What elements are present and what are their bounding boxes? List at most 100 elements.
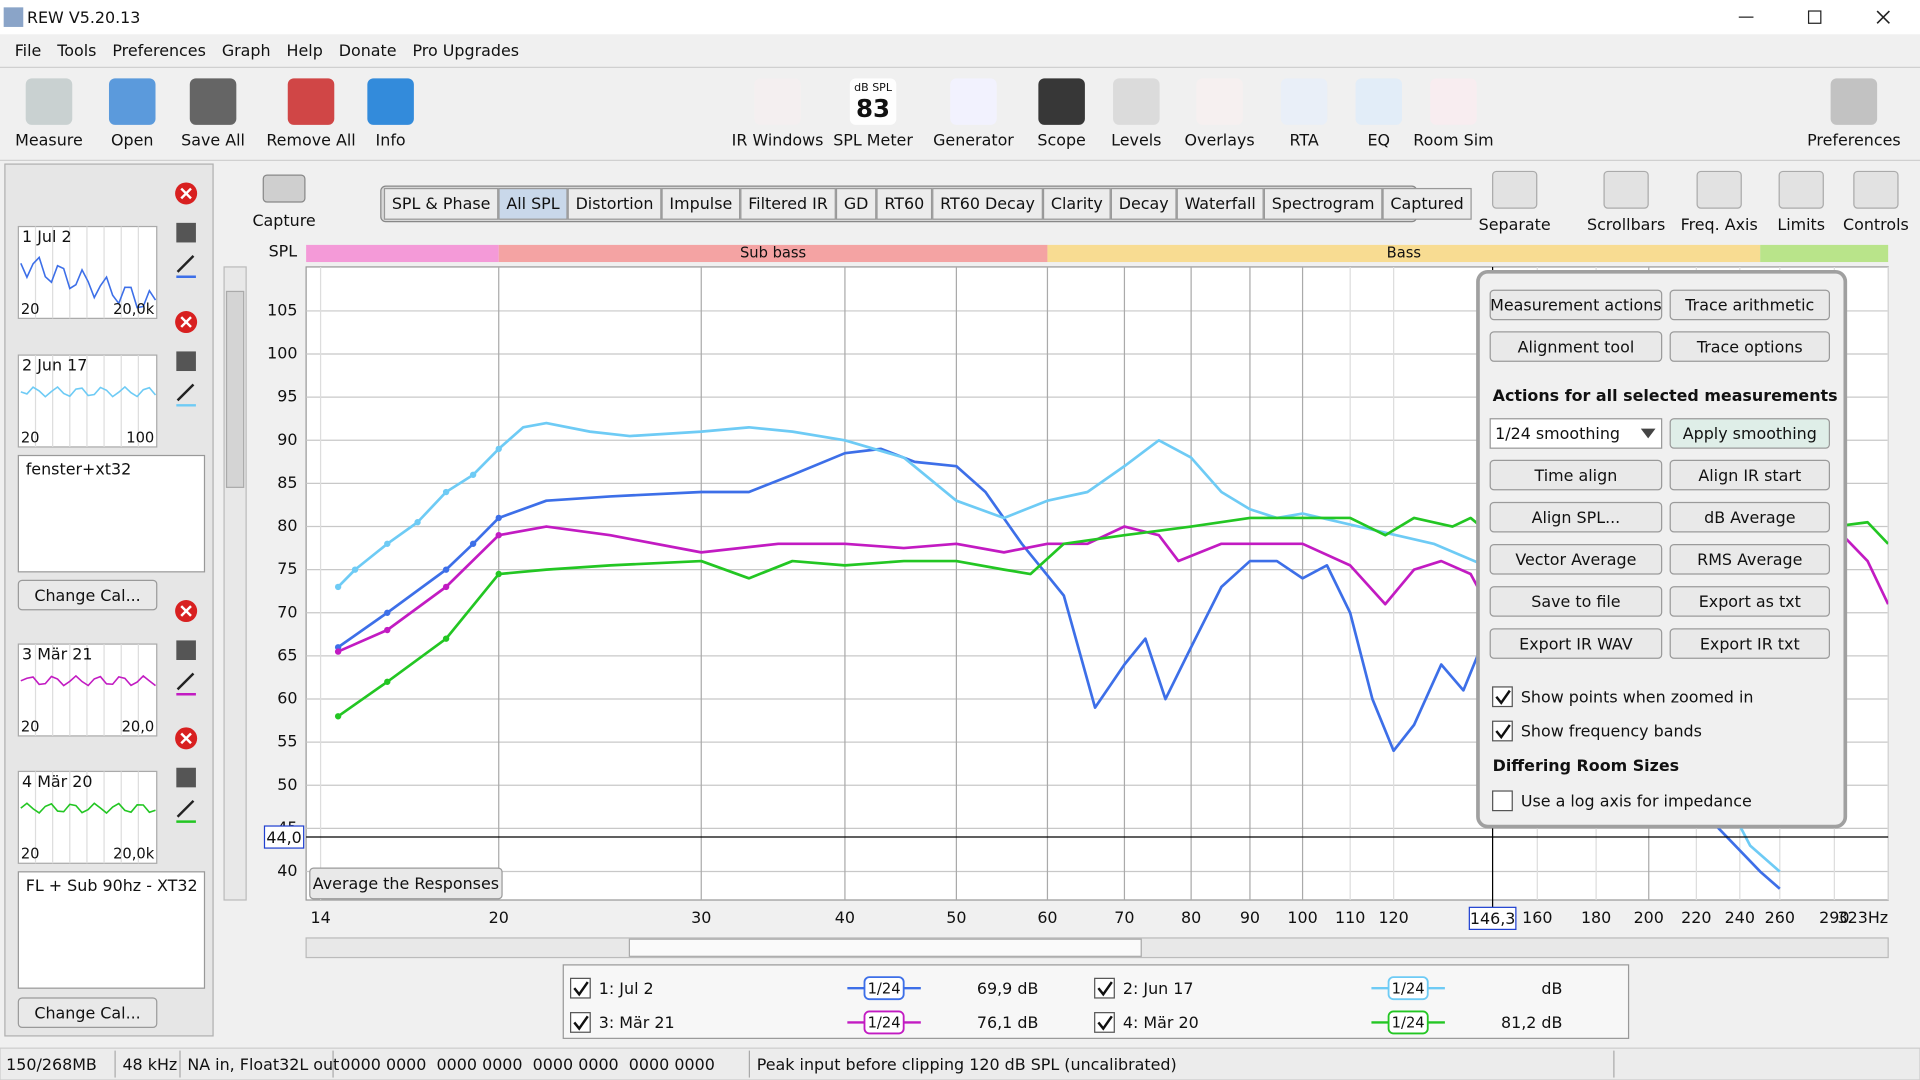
tool-icon[interactable] [1280,78,1328,125]
tool-icon[interactable] [849,78,897,125]
tab[interactable] [1042,187,1111,220]
menu-item[interactable]: Help [287,41,323,60]
tab[interactable] [1382,187,1472,220]
tab[interactable] [876,187,933,220]
notes-text[interactable]: FL + Sub 90hz - XT32 [26,876,198,895]
panel-button[interactable] [1489,289,1663,321]
legend-checkbox[interactable] [570,977,591,999]
tool-icon[interactable] [1430,78,1477,125]
graph-tool-label[interactable]: Controls [1843,215,1909,234]
color-pen[interactable] [176,799,195,818]
save-icon[interactable] [176,351,196,372]
tool-label[interactable]: EQ [1367,130,1390,149]
legend-checkbox[interactable] [1094,1012,1115,1033]
tool-label[interactable]: Overlays [1185,130,1255,149]
tool-icon[interactable] [754,78,801,125]
tool-label[interactable]: RTA [1289,130,1318,149]
graph-tool-label[interactable]: Separate [1479,215,1551,234]
save-icon[interactable] [176,222,196,243]
tab-label[interactable]: Distortion [576,194,654,213]
checkbox-label[interactable]: Use a log axis for impedance [1521,792,1752,811]
save-icon[interactable] [176,767,196,788]
change-cal-button[interactable] [17,579,158,611]
legend-label[interactable]: 1: Jul 2 [599,979,654,998]
color-pen[interactable] [176,672,195,691]
tab[interactable] [1110,187,1177,220]
panel-button[interactable] [1669,289,1830,321]
checkbox-label[interactable]: Show points when zoomed in [1521,687,1754,706]
menu-item[interactable]: Pro Upgrades [412,41,519,60]
graph-tool-label[interactable]: Freq. Axis [1681,215,1758,234]
tab[interactable] [740,187,836,220]
tab-label[interactable]: Decay [1119,194,1169,213]
graph-tool-icon[interactable] [1696,170,1742,209]
menu-item[interactable]: Preferences [112,41,206,60]
legend-checkbox[interactable] [570,1012,591,1033]
tab[interactable] [661,187,741,220]
panel-button[interactable] [1669,586,1830,617]
menu-item[interactable]: Tools [56,41,96,60]
panel-button[interactable] [1669,331,1830,362]
tool-icon[interactable] [25,78,73,125]
panel-button[interactable] [1669,459,1830,491]
tool-icon[interactable] [1196,78,1243,125]
menu-item[interactable]: Graph [222,41,271,60]
panel-button[interactable] [1489,501,1663,533]
h-scroll-thumb[interactable] [628,938,1142,957]
tab[interactable] [932,187,1043,220]
panel-button[interactable] [1489,628,1663,659]
graph-tool-label[interactable]: Scrollbars [1587,215,1665,234]
tab-label[interactable]: RT60 Decay [940,194,1035,213]
tool-icon[interactable] [1113,78,1160,125]
tab-label[interactable]: Spectrogram [1272,194,1375,213]
measurement-label[interactable]: 3 Mär 21 [22,645,92,664]
measurement-label[interactable]: 1 Jul 2 [22,227,72,246]
tool-icon[interactable] [1355,78,1403,125]
tool-label[interactable]: Scope [1037,130,1085,149]
capture-icon[interactable] [262,174,306,203]
checkbox[interactable] [1492,686,1513,708]
legend-label[interactable]: 2: Jun 17 [1123,979,1194,998]
tool-label[interactable]: Open [111,130,153,149]
tab[interactable] [1176,187,1264,220]
legend-label[interactable]: 4: Mär 20 [1123,1013,1199,1032]
tool-label[interactable]: Generator [933,130,1014,149]
tool-icon[interactable] [189,78,237,125]
panel-button[interactable] [1489,331,1663,362]
close-button[interactable] [1876,10,1890,24]
tab[interactable] [498,187,568,220]
tool-icon[interactable] [1830,78,1878,125]
v-scroll-thumb[interactable] [225,290,245,488]
tool-icon[interactable] [1038,78,1085,125]
menu-item[interactable]: File [15,41,42,60]
tab-label[interactable]: Waterfall [1185,194,1256,213]
graph-tool-icon[interactable] [1492,170,1538,209]
legend-label[interactable]: 3: Mär 21 [599,1013,675,1032]
panel-button[interactable] [1489,459,1663,491]
tab[interactable] [383,187,499,220]
apply-smoothing[interactable] [1669,418,1830,449]
panel-button[interactable] [1669,501,1830,533]
graph-tool-label[interactable]: Limits [1777,215,1825,234]
tool-label[interactable]: SPL Meter [833,130,913,149]
tool-label[interactable]: Room Sim [1413,130,1493,149]
panel-button[interactable] [1489,544,1663,575]
graph-tool-icon[interactable] [1603,170,1649,209]
tab[interactable] [1263,187,1383,220]
menu-item[interactable]: Donate [339,41,397,60]
tool-label[interactable]: Preferences [1807,130,1901,149]
tool-label[interactable]: Measure [15,130,83,149]
tab-label[interactable]: RT60 [884,194,924,213]
tool-label[interactable]: Save All [181,130,245,149]
notes-text[interactable]: fenster+xt32 [26,460,132,479]
checkbox-label[interactable]: Show frequency bands [1521,722,1702,741]
color-pen[interactable] [176,383,195,402]
measurement-label[interactable]: 4 Mär 20 [22,772,92,791]
tool-label[interactable]: Info [376,130,406,149]
tab-label[interactable]: Filtered IR [748,194,828,213]
checkbox[interactable] [1492,720,1513,742]
capture-label[interactable]: Capture [252,211,315,230]
panel-button[interactable] [1489,586,1663,617]
tool-icon[interactable] [367,78,414,125]
tool-icon[interactable] [950,78,997,125]
